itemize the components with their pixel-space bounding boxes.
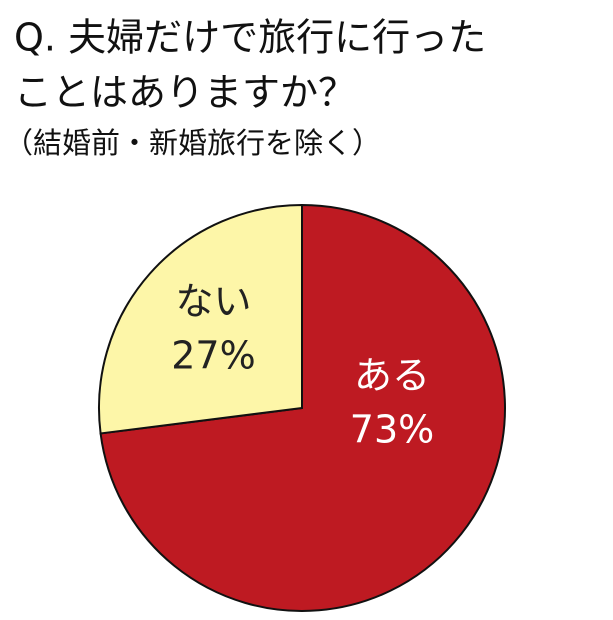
chart-title: Q. 夫婦だけで旅行に行った: [14, 16, 486, 60]
slice-label: ない: [175, 279, 251, 323]
chart-title: ことはありますか？: [14, 71, 356, 115]
slice-value-label: 27%: [171, 333, 255, 377]
chart-subtitle: （結婚前・新婚旅行を除く）: [4, 126, 381, 160]
slice-value-label: 73%: [350, 408, 434, 452]
slice-label: ある: [354, 354, 430, 398]
pie-slice: [98, 203, 303, 435]
